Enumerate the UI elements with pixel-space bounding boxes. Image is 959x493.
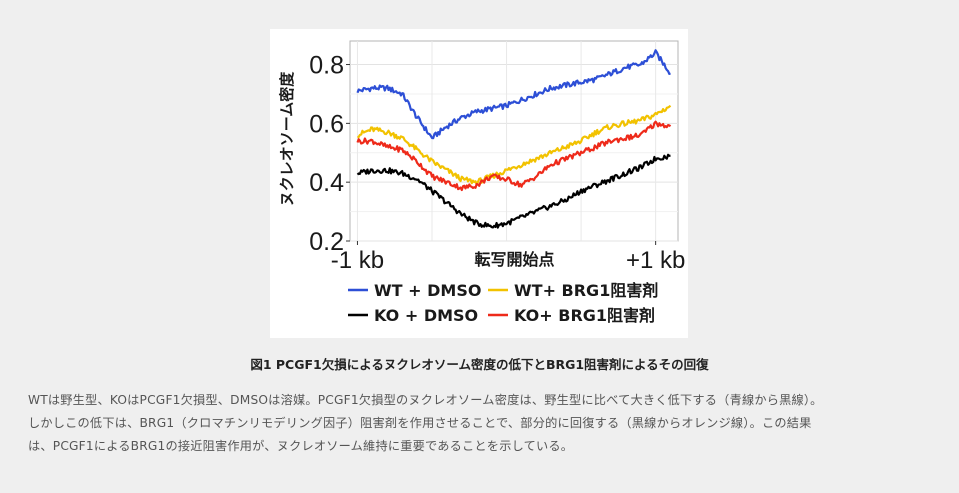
figure-caption-body: WTは野生型、KOはPCGF1欠損型、DMSOは溶媒。PCGF1欠損型のヌクレオ… <box>28 389 933 458</box>
y-tick-label: 0.6 <box>309 110 344 138</box>
y-tick-label: 0.8 <box>309 52 344 80</box>
series-line-1 <box>356 49 671 140</box>
caption-line: しかしこの低下は、BRG1（クロマチンリモデリング因子）阻害剤を作用させることで… <box>28 416 812 430</box>
figure-image: 0.2 0.4 0.6 0.8 -1 kb +1 kb 転写開始点 ヌクレオソーム密度 WT … <box>270 29 688 338</box>
legend-label: WT+ BRG1阻害剤 <box>514 281 658 300</box>
series-line-4 <box>356 120 672 192</box>
caption-line: は、PCGF1によるBRG1の接近阻害作用が、ヌクレオソーム維持に重要であること… <box>28 439 574 453</box>
x-tick-label: -1 kb <box>331 247 384 274</box>
series-line-3 <box>356 153 671 229</box>
y-axis-label: ヌクレオソーム密度 <box>278 71 296 207</box>
caption-line: WTは野生型、KOはPCGF1欠損型、DMSOは溶媒。PCGF1欠損型のヌクレオ… <box>28 393 823 407</box>
line-chart: 0.2 0.4 0.6 0.8 -1 kb +1 kb 転写開始点 ヌクレオソーム密度 WT … <box>278 40 685 325</box>
series-line-2 <box>356 104 672 186</box>
x-axis-label: 転写開始点 <box>475 250 555 269</box>
y-tick-label: 0.2 <box>309 228 344 256</box>
plot-area <box>349 40 679 242</box>
legend-label: WT + DMSO <box>374 281 481 300</box>
figure-caption-title: 図1 PCGF1欠損によるヌクレオソーム密度の低下とBRG1阻害剤によるその回復 <box>250 357 709 372</box>
x-tick-label: +1 kb <box>626 247 685 274</box>
legend-label: KO + DMSO <box>374 306 478 325</box>
legend-label: KO+ BRG1阻害剤 <box>514 306 655 325</box>
y-tick-label: 0.4 <box>309 169 344 197</box>
